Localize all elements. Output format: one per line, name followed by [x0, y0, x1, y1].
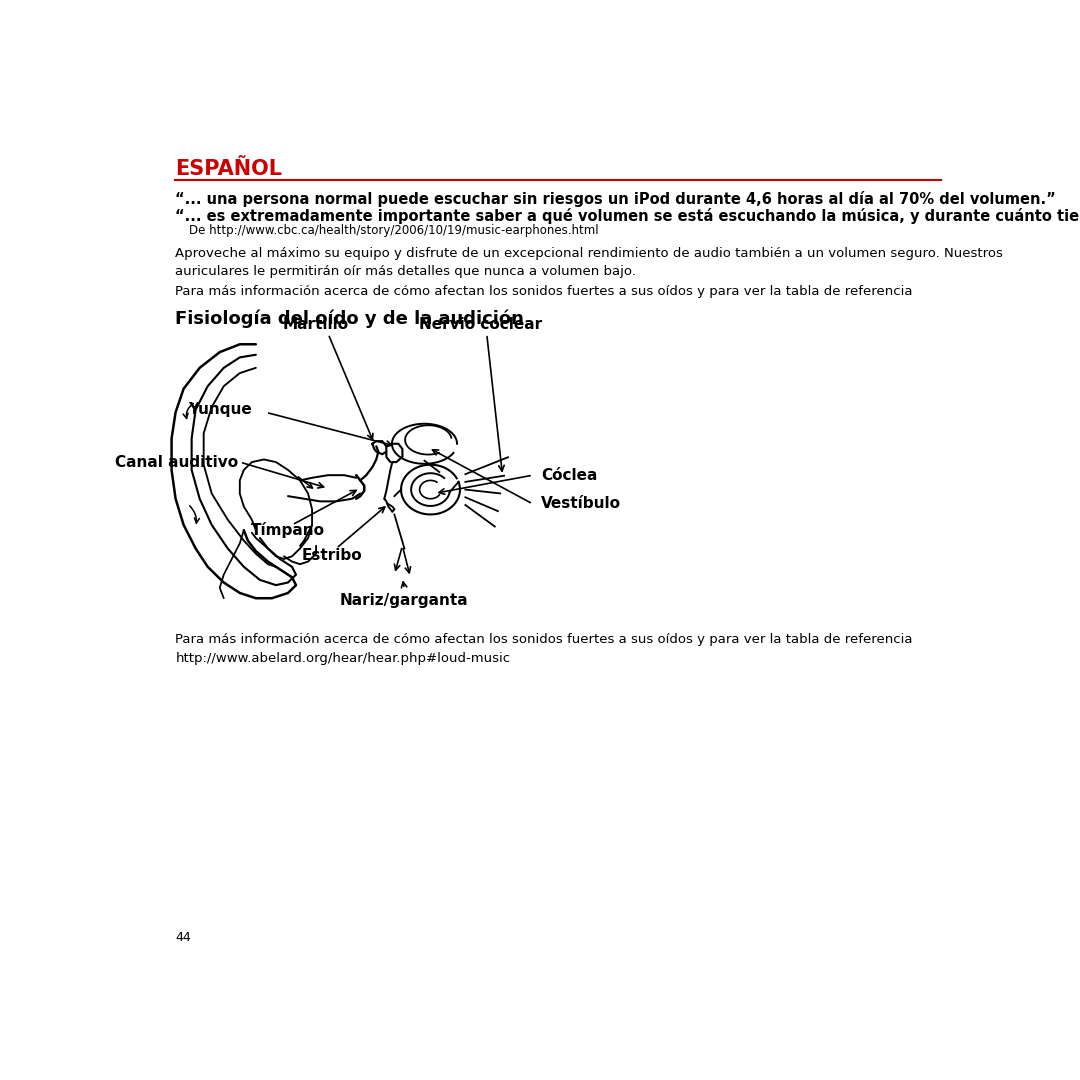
Text: Estribo: Estribo: [301, 549, 363, 564]
Text: Tímpano: Tímpano: [251, 523, 325, 538]
Text: Para más información acerca de cómo afectan los sonidos fuertes a sus oídos y pa: Para más información acerca de cómo afec…: [175, 285, 913, 298]
Text: Nariz/garganta: Nariz/garganta: [340, 593, 469, 608]
Text: 44: 44: [175, 931, 191, 944]
Text: Vestíbulo: Vestíbulo: [541, 497, 621, 512]
Text: “... una persona normal puede escuchar sin riesgos un iPod durante 4,6 horas al : “... una persona normal puede escuchar s…: [175, 191, 1056, 207]
Text: “... es extremadamente importante saber a qué volumen se está escuchando la músi: “... es extremadamente importante saber …: [175, 208, 1080, 225]
Text: De http://www.cbc.ca/health/story/2006/10/19/music-earphones.html: De http://www.cbc.ca/health/story/2006/1…: [189, 224, 599, 237]
Text: Canal auditivo: Canal auditivo: [114, 455, 238, 470]
Text: Para más información acerca de cómo afectan los sonidos fuertes a sus oídos y pa: Para más información acerca de cómo afec…: [175, 633, 913, 664]
Text: Cóclea: Cóclea: [541, 468, 597, 483]
Text: Aproveche al máximo su equipo y disfrute de un excepcional rendimiento de audio : Aproveche al máximo su equipo y disfrute…: [175, 246, 1003, 279]
Text: Fisiología del oído y de la audición: Fisiología del oído y de la audición: [175, 310, 524, 328]
Text: Martillo: Martillo: [283, 318, 349, 333]
Text: ESPAÑOL: ESPAÑOL: [175, 159, 282, 179]
Text: Yunque: Yunque: [188, 402, 252, 417]
Text: Nervio coclear: Nervio coclear: [419, 318, 542, 333]
